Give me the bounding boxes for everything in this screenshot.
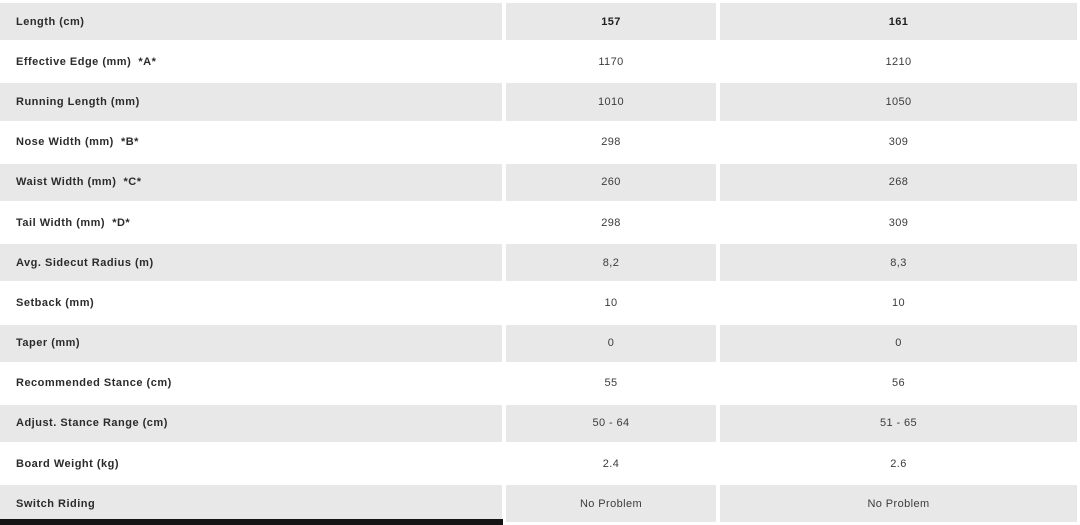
- table-row: Switch Riding No Problem No Problem: [0, 485, 1080, 523]
- spec-value-size-161: 309: [888, 216, 909, 229]
- spec-value-size-157: 1170: [598, 55, 624, 68]
- spec-value-size-161: 8,3: [720, 244, 1077, 282]
- spec-value-size-157: 260: [506, 163, 716, 201]
- table-row: Tail Width (mm) *D* 298 309: [0, 204, 1080, 241]
- spec-value-size-161: 51 - 65: [720, 404, 1077, 443]
- spec-value-size-161: 161: [720, 3, 1077, 41]
- spec-label: Switch Riding: [0, 485, 502, 523]
- spec-label: Avg. Sidecut Radius (m): [0, 244, 502, 282]
- spec-value-size-161: 1210: [885, 55, 912, 68]
- spec-value-size-157: 1010: [506, 83, 716, 121]
- table-row: Length (cm) 157 161: [0, 3, 1080, 41]
- spec-label: Waist Width (mm) *C*: [0, 163, 502, 201]
- spec-value-size-157: 2.4: [602, 457, 620, 470]
- spec-label: Taper (mm): [0, 324, 502, 362]
- spec-label: Board Weight (kg): [16, 457, 120, 470]
- spec-value-size-157: 298: [601, 216, 621, 229]
- table-row: Waist Width (mm) *C* 260 268: [0, 163, 1080, 201]
- table-row: Avg. Sidecut Radius (m) 8,2 8,3: [0, 244, 1080, 282]
- spec-label: Setback (mm): [16, 296, 95, 309]
- table-row: Taper (mm) 0 0: [0, 324, 1080, 362]
- table-row: Board Weight (kg) 2.4 2.6: [0, 445, 1080, 482]
- spec-value-size-161: 268: [720, 163, 1077, 201]
- spec-value-size-157: 55: [604, 377, 618, 390]
- spec-label: Tail Width (mm) *D*: [16, 216, 131, 229]
- spec-value-size-161: 1050: [720, 83, 1077, 121]
- spec-value-size-161: 309: [888, 136, 909, 149]
- spec-label: Adjust. Stance Range (cm): [0, 404, 502, 443]
- spec-label: Recommended Stance (cm): [16, 377, 172, 390]
- spec-value-size-161: 10: [891, 296, 906, 309]
- spec-value-size-161: 2.6: [890, 457, 907, 470]
- table-row: Nose Width (mm) *B* 298 309: [0, 124, 1080, 161]
- spec-value-size-157: 50 - 64: [506, 404, 716, 443]
- spec-value-size-157: 157: [506, 3, 716, 41]
- spec-value-size-157: 8,2: [506, 244, 716, 282]
- spec-value-size-161: 0: [720, 324, 1077, 362]
- spec-value-size-157: 298: [601, 136, 621, 149]
- table-row: Recommended Stance (cm) 55 56: [0, 365, 1080, 402]
- table-row: Adjust. Stance Range (cm) 50 - 64 51 - 6…: [0, 404, 1080, 443]
- spec-label: Length (cm): [0, 3, 502, 41]
- spec-value-size-157: No Problem: [506, 485, 716, 523]
- spec-value-size-161: 56: [891, 377, 906, 390]
- next-section-cutoff-bar: [0, 519, 503, 525]
- table-row: Running Length (mm) 1010 1050: [0, 83, 1080, 121]
- table-row: Setback (mm) 10 10: [0, 284, 1080, 321]
- spec-value-size-161: No Problem: [720, 485, 1077, 523]
- spec-label: Nose Width (mm) *B*: [16, 136, 139, 149]
- spec-value-size-157: 0: [506, 324, 716, 362]
- spec-value-size-157: 10: [604, 296, 618, 309]
- table-row: Effective Edge (mm) *A* 1170 1210: [0, 43, 1080, 80]
- spec-label: Effective Edge (mm) *A*: [16, 55, 157, 68]
- spec-label: Running Length (mm): [0, 83, 502, 121]
